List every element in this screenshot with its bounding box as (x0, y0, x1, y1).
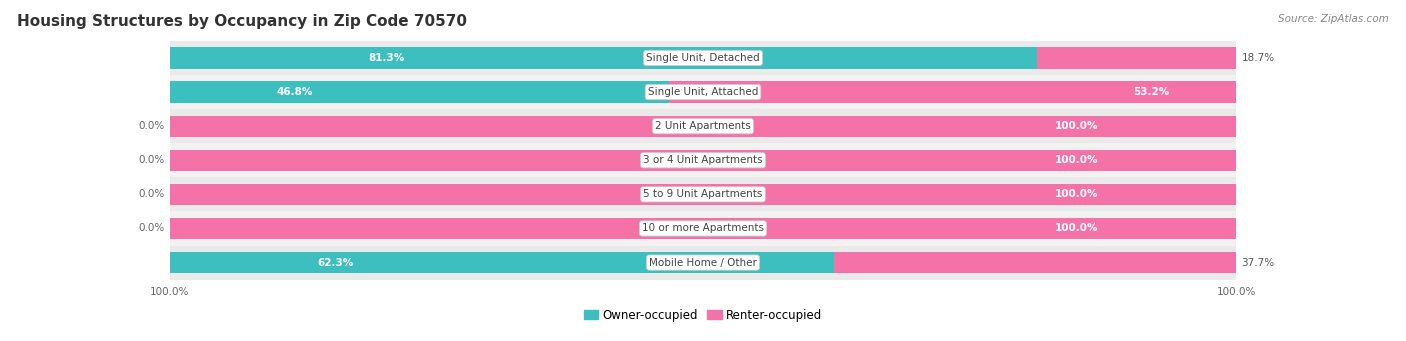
Text: 100.0%: 100.0% (1054, 189, 1098, 199)
Bar (170, 41, 1236, 75)
Text: 100.0%: 100.0% (1054, 155, 1098, 165)
Text: 2 Unit Apartments: 2 Unit Apartments (655, 121, 751, 131)
Bar (669, 81, 1236, 103)
Bar (170, 150, 1236, 171)
Text: 81.3%: 81.3% (368, 53, 405, 63)
Text: Housing Structures by Occupancy in Zip Code 70570: Housing Structures by Occupancy in Zip C… (17, 14, 467, 29)
Text: 37.7%: 37.7% (1241, 257, 1275, 268)
Text: 53.2%: 53.2% (1133, 87, 1170, 97)
Text: 0.0%: 0.0% (138, 223, 165, 234)
Bar (170, 143, 1236, 177)
Bar (170, 252, 834, 273)
Text: 5 to 9 Unit Apartments: 5 to 9 Unit Apartments (644, 189, 762, 199)
Text: 0.0%: 0.0% (138, 121, 165, 131)
Text: Source: ZipAtlas.com: Source: ZipAtlas.com (1278, 14, 1389, 24)
Text: Mobile Home / Other: Mobile Home / Other (650, 257, 756, 268)
Bar (170, 218, 1236, 239)
Text: 100.0%: 100.0% (1216, 287, 1256, 297)
Bar (170, 246, 1236, 280)
Bar (170, 47, 1036, 69)
Bar (170, 116, 1236, 137)
Text: 100.0%: 100.0% (1054, 121, 1098, 131)
Bar (170, 177, 1236, 211)
Text: Single Unit, Detached: Single Unit, Detached (647, 53, 759, 63)
Text: 0.0%: 0.0% (138, 189, 165, 199)
Bar (170, 81, 669, 103)
Text: Single Unit, Attached: Single Unit, Attached (648, 87, 758, 97)
Legend: Owner-occupied, Renter-occupied: Owner-occupied, Renter-occupied (579, 304, 827, 326)
Bar (170, 211, 1236, 246)
Text: 62.3%: 62.3% (318, 257, 354, 268)
Text: 10 or more Apartments: 10 or more Apartments (643, 223, 763, 234)
Bar (170, 184, 1236, 205)
Text: 0.0%: 0.0% (138, 155, 165, 165)
Bar (170, 75, 1236, 109)
Bar (834, 252, 1236, 273)
Text: 18.7%: 18.7% (1241, 53, 1275, 63)
Text: 100.0%: 100.0% (1054, 223, 1098, 234)
Text: 46.8%: 46.8% (277, 87, 312, 97)
Text: 100.0%: 100.0% (150, 287, 190, 297)
Text: 3 or 4 Unit Apartments: 3 or 4 Unit Apartments (643, 155, 763, 165)
Bar (1036, 47, 1236, 69)
Bar (170, 109, 1236, 143)
